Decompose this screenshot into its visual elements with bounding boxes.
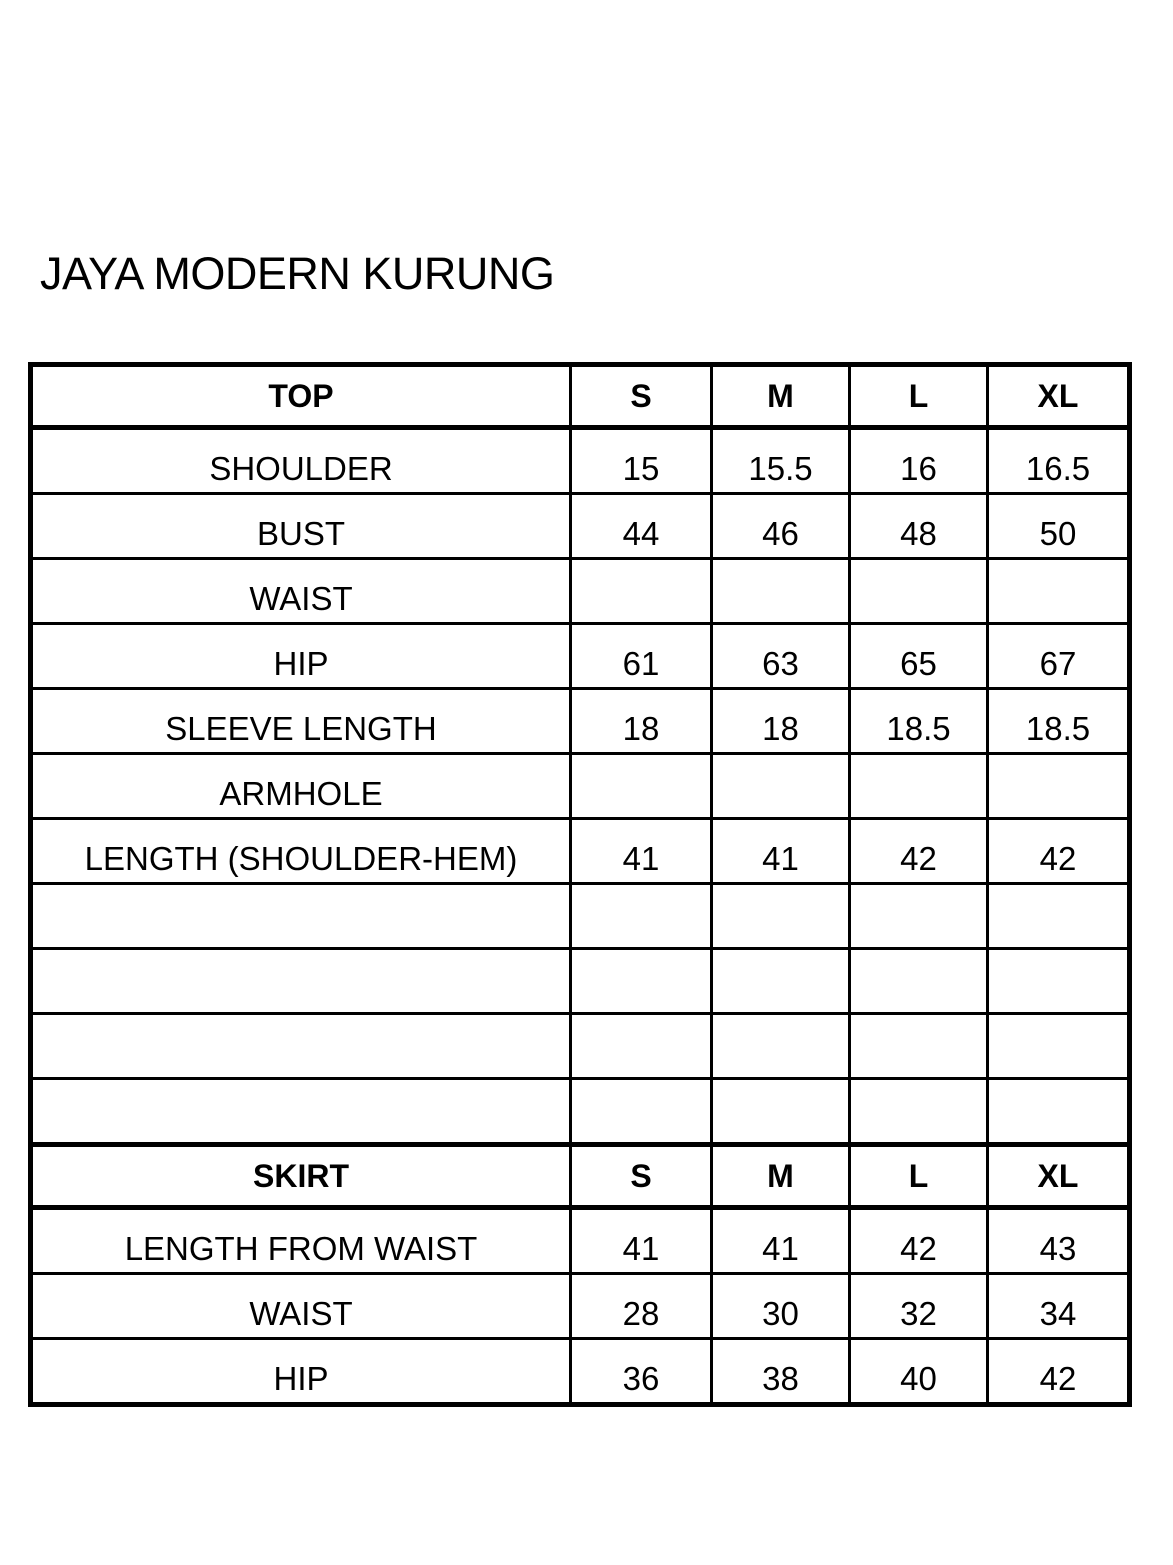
measurement-label: SLEEVE LENGTH xyxy=(29,687,572,755)
measurement-value xyxy=(848,1012,989,1080)
measurement-value: 18 xyxy=(569,687,713,755)
measurement-label xyxy=(29,1012,572,1080)
table-row xyxy=(29,882,1131,950)
section-title: TOP xyxy=(29,363,572,430)
measurement-value: 16.5 xyxy=(986,426,1131,495)
table-row: SHOULDER 15 15.5 16 16.5 xyxy=(29,426,1131,495)
measurement-value: 15.5 xyxy=(710,426,851,495)
measurement-value xyxy=(710,1077,851,1147)
table-row: WAIST 28 30 32 34 xyxy=(29,1272,1131,1340)
measurement-value: 41 xyxy=(569,817,713,885)
measurement-value xyxy=(848,947,989,1015)
measurement-value xyxy=(848,557,989,625)
measurement-value: 61 xyxy=(569,622,713,690)
measurement-value: 41 xyxy=(710,817,851,885)
size-column-header: L xyxy=(848,1143,989,1210)
measurement-value: 28 xyxy=(569,1272,713,1340)
measurement-value xyxy=(986,947,1131,1015)
measurement-value: 44 xyxy=(569,492,713,560)
measurement-value: 48 xyxy=(848,492,989,560)
measurement-label: LENGTH FROM WAIST xyxy=(29,1206,572,1275)
measurement-value: 42 xyxy=(986,1337,1131,1406)
section-title: SKIRT xyxy=(29,1143,572,1210)
size-column-header: M xyxy=(710,363,851,430)
measurement-value xyxy=(986,1077,1131,1147)
table-row: ARMHOLE xyxy=(29,752,1131,820)
size-column-header: XL xyxy=(986,363,1131,430)
measurement-value xyxy=(986,752,1131,820)
measurement-value xyxy=(848,752,989,820)
size-column-header: L xyxy=(848,363,989,430)
measurement-label xyxy=(29,882,572,950)
table-row: LENGTH FROM WAIST 41 41 42 43 xyxy=(29,1206,1131,1275)
size-chart-table: TOP S M L XL SHOULDER 15 15.5 16 16.5 BUST 44 46 48 50… xyxy=(28,362,1132,1407)
measurement-value: 18.5 xyxy=(986,687,1131,755)
measurement-value xyxy=(710,947,851,1015)
measurement-value xyxy=(848,1077,989,1147)
section-header-row: TOP S M L XL xyxy=(29,363,1131,430)
measurement-value: 30 xyxy=(710,1272,851,1340)
table-row: HIP 36 38 40 42 xyxy=(29,1337,1131,1406)
section-header-row: SKIRT S M L XL xyxy=(29,1143,1131,1210)
table-row: WAIST xyxy=(29,557,1131,625)
measurement-value: 18 xyxy=(710,687,851,755)
measurement-value: 65 xyxy=(848,622,989,690)
measurement-label: BUST xyxy=(29,492,572,560)
measurement-value: 42 xyxy=(986,817,1131,885)
measurement-label: WAIST xyxy=(29,557,572,625)
measurement-label xyxy=(29,1077,572,1147)
page-title: JAYA MODERN KURUNG xyxy=(40,248,555,299)
measurement-value: 32 xyxy=(848,1272,989,1340)
measurement-value: 67 xyxy=(986,622,1131,690)
measurement-value: 36 xyxy=(569,1337,713,1406)
measurement-value xyxy=(710,1012,851,1080)
measurement-value xyxy=(710,557,851,625)
measurement-label: HIP xyxy=(29,622,572,690)
size-column-header: M xyxy=(710,1143,851,1210)
measurement-value xyxy=(710,882,851,950)
measurement-value xyxy=(569,1012,713,1080)
measurement-value: 34 xyxy=(986,1272,1131,1340)
size-column-header: S xyxy=(569,363,713,430)
measurement-label: WAIST xyxy=(29,1272,572,1340)
measurement-value: 18.5 xyxy=(848,687,989,755)
table-row: SLEEVE LENGTH 18 18 18.5 18.5 xyxy=(29,687,1131,755)
table-row xyxy=(29,947,1131,1015)
table-row: HIP 61 63 65 67 xyxy=(29,622,1131,690)
measurement-label: LENGTH (SHOULDER-HEM) xyxy=(29,817,572,885)
measurement-value: 43 xyxy=(986,1206,1131,1275)
measurement-label: SHOULDER xyxy=(29,426,572,495)
table-row: LENGTH (SHOULDER-HEM) 41 41 42 42 xyxy=(29,817,1131,885)
measurement-label: HIP xyxy=(29,1337,572,1406)
measurement-value: 41 xyxy=(710,1206,851,1275)
measurement-value: 46 xyxy=(710,492,851,560)
table-row: BUST 44 46 48 50 xyxy=(29,492,1131,560)
measurement-value xyxy=(986,1012,1131,1080)
measurement-value: 63 xyxy=(710,622,851,690)
measurement-value: 50 xyxy=(986,492,1131,560)
table-row xyxy=(29,1012,1131,1080)
measurement-value xyxy=(986,882,1131,950)
measurement-label: ARMHOLE xyxy=(29,752,572,820)
measurement-value: 16 xyxy=(848,426,989,495)
measurement-value: 41 xyxy=(569,1206,713,1275)
measurement-value xyxy=(986,557,1131,625)
measurement-value xyxy=(569,752,713,820)
measurement-value xyxy=(569,557,713,625)
measurement-value xyxy=(569,882,713,950)
measurement-label xyxy=(29,947,572,1015)
measurement-value: 40 xyxy=(848,1337,989,1406)
measurement-value: 38 xyxy=(710,1337,851,1406)
measurement-value: 42 xyxy=(848,1206,989,1275)
measurement-value: 42 xyxy=(848,817,989,885)
size-column-header: S xyxy=(569,1143,713,1210)
measurement-value xyxy=(710,752,851,820)
measurement-value xyxy=(569,947,713,1015)
measurement-value xyxy=(848,882,989,950)
measurement-value: 15 xyxy=(569,426,713,495)
table-row xyxy=(29,1077,1131,1147)
measurement-value xyxy=(569,1077,713,1147)
size-column-header: XL xyxy=(986,1143,1131,1210)
